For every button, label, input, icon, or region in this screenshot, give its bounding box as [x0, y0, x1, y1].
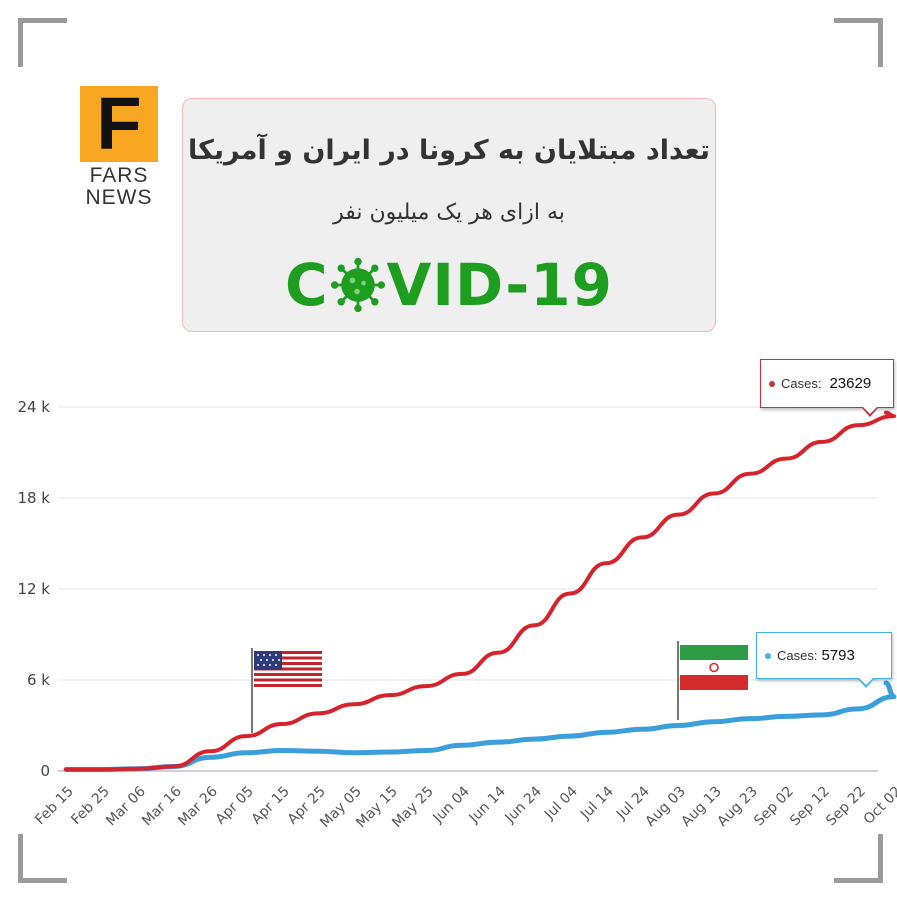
virus-icon	[330, 257, 385, 313]
us-series-line	[64, 410, 896, 772]
iran-tooltip-value: 5793	[821, 647, 855, 664]
iran-series-dot	[765, 652, 771, 659]
x-tick-label: Mar 26	[175, 783, 221, 829]
x-tick-label: Jun 14	[466, 783, 509, 826]
x-tick-label: Jul 04	[541, 783, 581, 823]
us-tooltip-pointer-inner	[863, 407, 877, 414]
frame-corner-top-left	[18, 18, 67, 67]
title-card: تعداد مبتلایان به کرونا در ایران و آمریک…	[182, 98, 716, 332]
chart-subtitle: به ازای هر یک میلیون نفر	[333, 200, 565, 225]
flag-markers	[251, 641, 748, 733]
fars-news-logo: F FARS NEWS	[80, 86, 160, 209]
us-cases-tooltip: Cases: 23629	[760, 359, 894, 408]
covid-wordmark: C VID-19	[183, 251, 715, 319]
chart-title: تعداد مبتلایان به کرونا در ایران و آمریک…	[188, 135, 710, 166]
x-tick-label: Jul 14	[577, 783, 617, 823]
iran-series-line	[63, 680, 897, 772]
iran-tooltip-pointer-inner	[859, 678, 873, 685]
frame-corner-bottom-right	[834, 834, 883, 883]
x-tick-label: Feb 15	[32, 784, 77, 829]
x-tick-label: Mar 16	[139, 783, 185, 829]
x-tick-label: Sep 12	[787, 784, 833, 830]
frame-corner-bottom-left	[18, 834, 67, 883]
covid-letter-c: C	[284, 251, 329, 319]
x-tick-label: Sep 22	[823, 784, 869, 830]
y-tick-label: 24 k	[17, 398, 50, 416]
y-tick-label: 12 k	[17, 580, 50, 598]
iran-flag-icon	[677, 641, 748, 720]
logo-line-fars: FARS	[89, 164, 149, 187]
y-tick-label: 6 k	[27, 671, 50, 689]
frame-corner-top-right	[834, 18, 883, 67]
y-tick-label: 0	[40, 762, 50, 780]
us-flag-icon	[251, 648, 322, 733]
logo-line-news: NEWS	[85, 186, 153, 209]
x-tick-label: Apr 15	[249, 784, 293, 828]
iran-cases-tooltip: Cases: 5793	[756, 632, 892, 679]
x-tick-label: Jun 04	[430, 783, 473, 826]
chart-series	[63, 410, 897, 772]
us-tooltip-value: 23629	[829, 375, 872, 392]
x-tick-label: Jun 24	[502, 783, 545, 826]
iran-tooltip-label: Cases:	[777, 648, 818, 663]
y-axis: 0 6 k 12 k 18 k 24 k	[17, 398, 50, 780]
x-tick-label: Mar 06	[103, 783, 149, 829]
us-tooltip-label: Cases:	[781, 376, 822, 391]
y-tick-label: 18 k	[17, 489, 50, 507]
us-series-dot	[769, 380, 775, 387]
x-tick-label: Oct 02	[861, 784, 897, 828]
x-tick-label: Sep 02	[751, 784, 797, 830]
x-tick-label: Apr 05	[213, 784, 257, 828]
covid-letters-vid19: VID-19	[386, 251, 614, 319]
x-tick-label: Aug 23	[714, 784, 760, 830]
logo-letter: F	[80, 86, 158, 162]
